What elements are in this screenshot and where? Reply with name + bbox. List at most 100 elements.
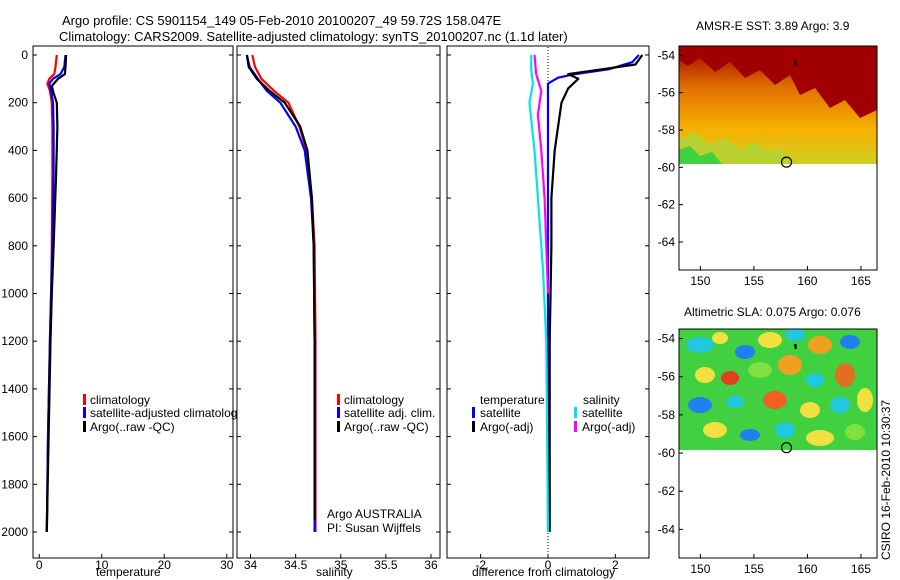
- sla-anomaly-blob: [735, 345, 755, 359]
- sla-anomaly-blob: [785, 329, 805, 341]
- x-tick-label: 0: [545, 558, 552, 572]
- series-line-satellite-adj-clim-: [245, 54, 316, 532]
- legend-swatch-temp-satellite: [472, 407, 475, 418]
- lat-tick-label: -56: [658, 370, 676, 384]
- series-line-salinity-satellite: [528, 55, 550, 533]
- sla-anomaly-blob: [775, 422, 795, 438]
- salinity-plot: 34 34.5 35 35.5 36: [237, 54, 440, 572]
- salinity-legend: climatology satellite adj. clim. Argo(..…: [337, 393, 435, 434]
- float-pi-label: PI: Susan Wijffels: [327, 521, 421, 535]
- x-tick-label: 20: [158, 558, 172, 572]
- difference-legend: temperature salinity satellite Argo(-adj…: [472, 393, 635, 434]
- lon-tick-label: 155: [744, 562, 764, 576]
- sst-map-title: AMSR-E SST: 3.89 Argo: 3.9: [696, 19, 850, 33]
- x-tick-label: 34.5: [284, 558, 308, 572]
- depth-tick-label: 200: [8, 96, 28, 110]
- lat-tick-label: -58: [658, 408, 676, 422]
- sla-no-data-area: [679, 450, 877, 558]
- sla-anomaly-blob: [758, 332, 782, 348]
- legend-label-climatology: climatology: [90, 393, 150, 407]
- sla-map-title: Altimetric SLA: 0.075 Argo: 0.076: [684, 305, 861, 319]
- x-tick-label: -2: [475, 558, 486, 572]
- legend-swatch-sal-satellite: [574, 407, 577, 418]
- sst-map-frame: [678, 45, 878, 271]
- sst-map-axes: -54 -56 -58 -60 -62 -64 150 155 160 165: [658, 48, 872, 288]
- lat-tick-label: -56: [658, 86, 676, 100]
- sla-anomaly-blob: [845, 424, 865, 440]
- lat-tick-label: -54: [658, 48, 676, 62]
- x-tick-label: 0: [36, 558, 43, 572]
- float-program-label: Argo AUSTRALIA: [327, 507, 422, 521]
- sst-warm-region: [679, 46, 877, 118]
- sla-anomaly-blob: [778, 355, 802, 375]
- lat-tick-label: -64: [658, 522, 676, 536]
- x-tick-label: 35: [334, 558, 348, 572]
- lon-tick-label: 160: [797, 562, 817, 576]
- legend-label-temp-argo: Argo(-adj): [480, 420, 533, 434]
- depth-tick-label: 1000: [1, 287, 28, 301]
- legend-label-temp-satellite: satellite: [480, 406, 521, 420]
- sla-anomaly-blob: [688, 397, 712, 413]
- sla-anomaly-blob: [695, 367, 715, 383]
- sla-anomaly-blob: [703, 422, 727, 438]
- depth-tick-label: 1200: [1, 334, 28, 348]
- difference-xlabel: difference from climatology: [472, 565, 615, 579]
- legend-label-climatology: climatology: [344, 393, 404, 407]
- lon-tick-label: 155: [744, 274, 764, 288]
- temperature-legend: climatology satellite-adjusted climatolo…: [83, 393, 237, 434]
- legend-swatch-temp-argo: [472, 421, 475, 432]
- lon-tick-label: 165: [851, 562, 871, 576]
- temperature-xlabel: temperature: [96, 565, 161, 579]
- sla-anomaly-blob: [740, 429, 760, 441]
- lat-tick-label: -60: [658, 446, 676, 460]
- float-track: [793, 343, 797, 350]
- argo-position-marker: [780, 156, 793, 168]
- depth-tick-label: 800: [8, 239, 28, 253]
- depth-axis: 0 200 400 600 800 1000 1200 1400 1600 1800 2000: [1, 48, 28, 539]
- title-line-1: Argo profile: CS 5901154_149 05-Feb-2010…: [62, 13, 502, 28]
- legend-label-argo: Argo(..raw -QC): [90, 420, 175, 434]
- legend-header-temperature: temperature: [480, 393, 545, 407]
- x-tick-label: 34: [244, 558, 258, 572]
- lat-tick-label: -62: [658, 198, 676, 212]
- credit-stamp: CSIRO 16-Feb-2010 10:30:37: [879, 400, 893, 560]
- x-tick-label: 30: [220, 558, 234, 572]
- legend-label-sal-argo: Argo(-adj): [582, 420, 635, 434]
- legend-swatch-satellite: [337, 407, 340, 418]
- sla-map-frame: [678, 328, 878, 559]
- series-line-climatology: [251, 54, 317, 532]
- sla-anomaly-blob: [748, 362, 772, 378]
- sla-anomaly-blob: [808, 336, 832, 354]
- sst-no-data-area: [679, 164, 877, 270]
- x-tick-label: 2: [612, 558, 619, 572]
- series-line-argo-raw-qc-: [45, 54, 68, 533]
- depth-tick-label: 400: [8, 143, 28, 157]
- salinity-panel-frame: [236, 45, 441, 559]
- sla-anomaly-blob: [726, 396, 744, 408]
- salinity-xlabel: salinity: [316, 565, 353, 579]
- lat-tick-label: -64: [658, 235, 676, 249]
- sla-anomaly-blob: [721, 371, 739, 385]
- legend-label-satellite: satellite-adjusted climatolog: [90, 406, 237, 420]
- lon-tick-label: 150: [690, 274, 710, 288]
- legend-swatch-satellite: [83, 407, 86, 418]
- depth-tick-label: 1800: [1, 477, 28, 491]
- legend-label-sal-satellite: satellite: [582, 406, 623, 420]
- series-line-temperature-satellite: [546, 54, 640, 532]
- legend-swatch-argo: [83, 421, 86, 432]
- sla-heatmap: [679, 329, 877, 450]
- sla-anomaly-blob: [806, 373, 824, 387]
- sla-anomaly-blob: [712, 332, 728, 344]
- sla-anomaly-blob: [857, 388, 873, 412]
- x-tick-label: 35.5: [374, 558, 398, 572]
- temperature-panel-frame: [32, 45, 234, 559]
- legend-swatch-climatology: [337, 394, 340, 405]
- depth-tick-label: 0: [21, 48, 28, 62]
- sla-anomaly-blobs: [686, 329, 873, 446]
- sst-cold-region: [679, 146, 722, 164]
- title-line-2: Climatology: CARS2009. Satellite-adjuste…: [59, 29, 568, 44]
- legend-header-salinity: salinity: [583, 393, 620, 407]
- difference-plot: -2 0 2: [447, 47, 649, 572]
- sla-map-axes: -54 -56 -58 -60 -62 -64 150 155 160 165: [658, 332, 872, 576]
